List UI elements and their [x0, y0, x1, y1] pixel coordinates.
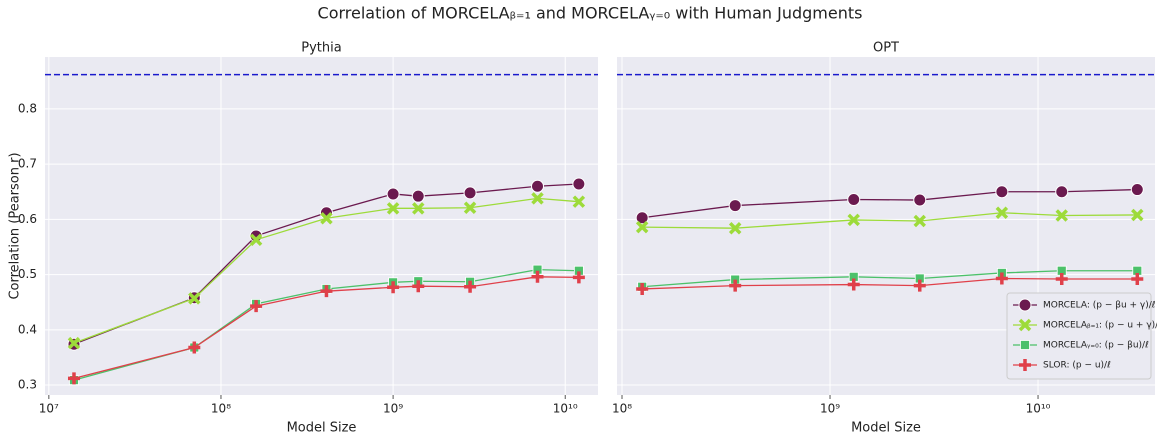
marker	[572, 195, 586, 208]
marker	[320, 285, 333, 298]
marker	[1019, 359, 1031, 371]
marker	[320, 212, 333, 225]
x-axis-label: Model Size	[851, 421, 921, 436]
panel-title: OPT	[873, 41, 899, 56]
marker	[913, 193, 927, 207]
y-axis-label: Correlation (Pearson r)	[8, 152, 23, 299]
marker	[1130, 183, 1144, 197]
marker	[250, 300, 263, 313]
marker	[1018, 318, 1032, 332]
legend-label: MORCELAᵧ₌₀: (p − βu)/ℓ	[1043, 341, 1149, 351]
marker	[1018, 298, 1032, 312]
marker	[572, 177, 586, 191]
x-tick-label: 10¹⁰	[1026, 402, 1051, 416]
plot-area	[45, 57, 598, 395]
legend-label: MORCELAᵦ₌₁: (p − u + γ)/ℓ	[1043, 321, 1157, 331]
marker	[188, 292, 201, 305]
marker	[531, 192, 544, 205]
marker	[412, 280, 425, 293]
marker	[913, 279, 926, 292]
x-tick-label: 10⁸	[211, 402, 231, 416]
marker	[728, 199, 742, 213]
marker	[386, 202, 400, 215]
y-tick-label: 0.3	[18, 378, 37, 392]
marker	[249, 233, 263, 247]
marker	[995, 185, 1009, 199]
x-tick-label: 10⁸	[612, 402, 632, 416]
y-tick-label: 0.7	[18, 157, 37, 171]
legend-label: MORCELA: (p − βu + γ)/ℓ	[1043, 301, 1156, 311]
marker	[188, 341, 201, 354]
marker	[386, 187, 400, 201]
panel-title: Pythia	[301, 41, 341, 56]
marker	[995, 206, 1009, 219]
y-tick-label: 0.4	[18, 322, 37, 336]
marker	[387, 281, 400, 294]
marker	[67, 336, 81, 350]
y-tick-label: 0.8	[18, 101, 37, 115]
marker	[1055, 209, 1068, 222]
y-tick-label: 0.6	[18, 212, 37, 226]
marker	[1055, 273, 1068, 286]
marker	[412, 202, 425, 215]
marker	[572, 271, 585, 284]
marker	[847, 278, 860, 291]
marker	[67, 372, 80, 385]
marker	[1131, 208, 1144, 222]
legend-label: SLOR: (p − u)/ℓ	[1043, 361, 1111, 371]
figure-title: Correlation of MORCELAᵦ₌₁ and MORCELAᵧ₌₀…	[318, 4, 863, 23]
marker	[411, 189, 425, 203]
marker	[1055, 185, 1069, 199]
marker	[463, 201, 477, 215]
marker	[1131, 273, 1144, 286]
marker	[1020, 340, 1030, 350]
x-tick-label: 10⁹	[820, 402, 840, 416]
legend-box	[1006, 292, 1152, 380]
marker	[995, 272, 1008, 285]
marker	[530, 179, 544, 193]
x-axis-label: Model Size	[287, 421, 357, 436]
x-tick-label: 10⁹	[383, 402, 403, 416]
marker	[636, 282, 649, 295]
marker	[635, 220, 649, 234]
y-tick-label: 0.5	[18, 267, 37, 281]
x-tick-label: 10¹⁰	[553, 402, 578, 416]
marker	[847, 192, 861, 206]
marker	[531, 270, 544, 283]
marker	[847, 213, 860, 227]
marker	[464, 280, 477, 293]
marker	[463, 186, 477, 200]
marker	[729, 279, 742, 292]
x-tick-label: 10⁷	[39, 402, 59, 416]
marker	[728, 221, 742, 235]
marker	[913, 214, 926, 228]
marker	[635, 211, 649, 225]
